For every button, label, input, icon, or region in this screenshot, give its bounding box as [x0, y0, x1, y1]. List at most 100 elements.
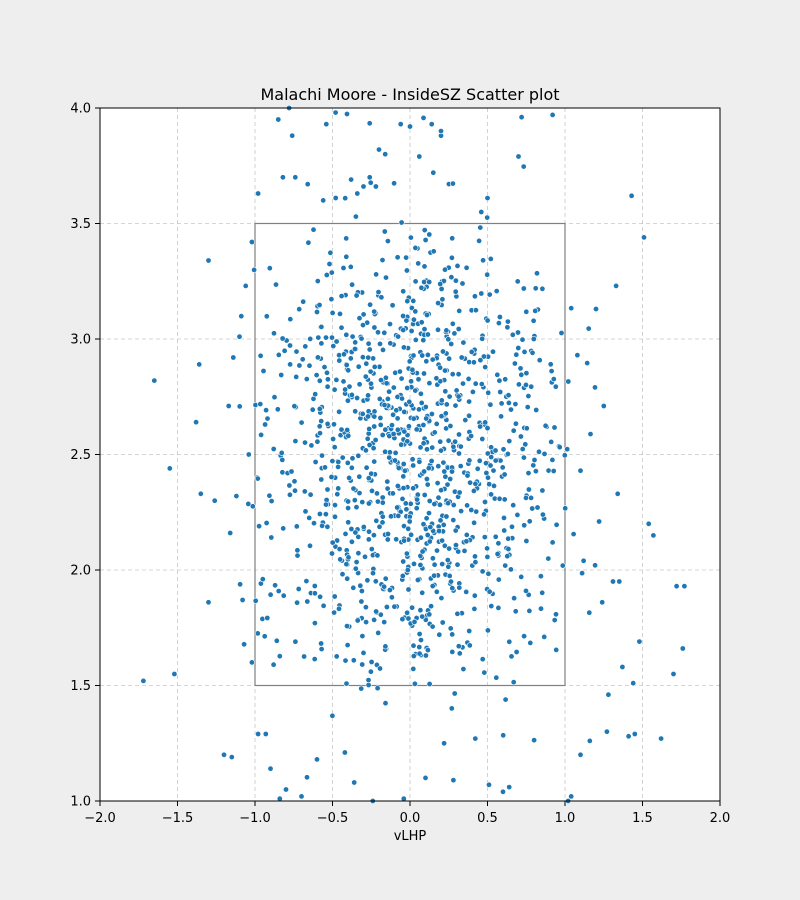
scatter-point [434, 480, 441, 487]
scatter-point [477, 224, 484, 231]
scatter-point [273, 637, 280, 644]
scatter-point [519, 446, 526, 453]
scatter-point [467, 479, 474, 486]
scatter-point [507, 406, 514, 413]
scatter-point [533, 406, 540, 413]
scatter-point [405, 615, 412, 622]
scatter-point [360, 183, 367, 190]
scatter-point [514, 329, 521, 336]
scatter-point [366, 346, 373, 353]
scatter-point [518, 573, 525, 580]
scatter-point [414, 491, 421, 498]
scatter-point [462, 417, 469, 424]
scatter-point [348, 176, 355, 183]
scatter-point [412, 244, 419, 251]
scatter-point [359, 499, 366, 506]
scatter-point [311, 656, 318, 663]
scatter-point [365, 354, 372, 361]
scatter-point [278, 371, 285, 378]
scatter-point [354, 617, 361, 624]
scatter-point [532, 307, 539, 314]
scatter-point [259, 576, 266, 583]
scatter-point [351, 345, 358, 352]
scatter-point [485, 570, 492, 577]
scatter-point [314, 354, 321, 361]
scatter-point [465, 375, 472, 382]
scatter-point [484, 195, 491, 202]
scatter-point [369, 570, 376, 577]
scatter-point [422, 774, 429, 781]
scatter-point [398, 441, 405, 448]
scatter-point [410, 642, 417, 649]
scatter-point [345, 554, 352, 561]
scatter-point [399, 495, 406, 502]
scatter-point [354, 190, 361, 197]
scatter-point [439, 619, 446, 626]
scatter-point [513, 351, 520, 358]
scatter-point [368, 487, 375, 494]
scatter-point [446, 393, 453, 400]
scatter-point [353, 559, 360, 566]
scatter-point [437, 378, 444, 385]
scatter-point [616, 578, 623, 585]
scatter-point [398, 395, 405, 402]
scatter-point [551, 424, 558, 431]
scatter-point [295, 585, 302, 592]
scatter-point [359, 354, 366, 361]
scatter-point [426, 680, 433, 687]
scatter-point [472, 735, 479, 742]
scatter-point [472, 307, 479, 314]
scatter-point [437, 517, 444, 524]
scatter-point [318, 452, 325, 459]
scatter-point [426, 278, 433, 285]
scatter-point [302, 508, 309, 515]
scatter-point [520, 454, 527, 461]
scatter-point [464, 472, 471, 479]
scatter-point [419, 589, 426, 596]
scatter-point [374, 498, 381, 505]
scatter-point [401, 428, 408, 435]
scatter-point [403, 506, 410, 513]
scatter-point [257, 352, 264, 359]
scatter-point [318, 640, 325, 647]
scatter-point [372, 436, 379, 443]
scatter-point [403, 550, 410, 557]
scatter-point [423, 415, 430, 422]
scatter-point [477, 357, 484, 364]
scatter-point [291, 478, 298, 485]
scatter-point [561, 452, 568, 459]
scatter-point [262, 730, 269, 737]
scatter-point [352, 565, 359, 572]
scatter-point [527, 639, 534, 646]
scatter-point [348, 538, 355, 545]
scatter-point [504, 318, 511, 325]
scatter-point [347, 355, 354, 362]
scatter-point [415, 260, 422, 267]
scatter-point [376, 665, 383, 672]
scatter-point [373, 517, 380, 524]
scatter-point [506, 784, 513, 791]
scatter-point [507, 566, 514, 573]
scatter-point [534, 504, 541, 511]
scatter-point [493, 288, 500, 295]
scatter-point [484, 317, 491, 324]
scatter-point [313, 372, 320, 379]
scatter-point [275, 588, 282, 595]
scatter-point [480, 511, 487, 518]
scatter-point [245, 451, 252, 458]
scatter-point [577, 467, 584, 474]
scatter-point [363, 464, 370, 471]
scatter-point [450, 777, 457, 784]
scatter-point [331, 513, 338, 520]
scatter-point [377, 414, 384, 421]
scatter-point [526, 607, 533, 614]
scatter-point [377, 377, 384, 384]
scatter-point [421, 278, 428, 285]
scatter-point [338, 293, 345, 300]
scatter-point [281, 347, 288, 354]
scatter-point [505, 399, 512, 406]
scatter-point [670, 670, 677, 677]
scatter-point [387, 513, 394, 520]
scatter-point [257, 401, 264, 408]
scatter-point [448, 705, 455, 712]
